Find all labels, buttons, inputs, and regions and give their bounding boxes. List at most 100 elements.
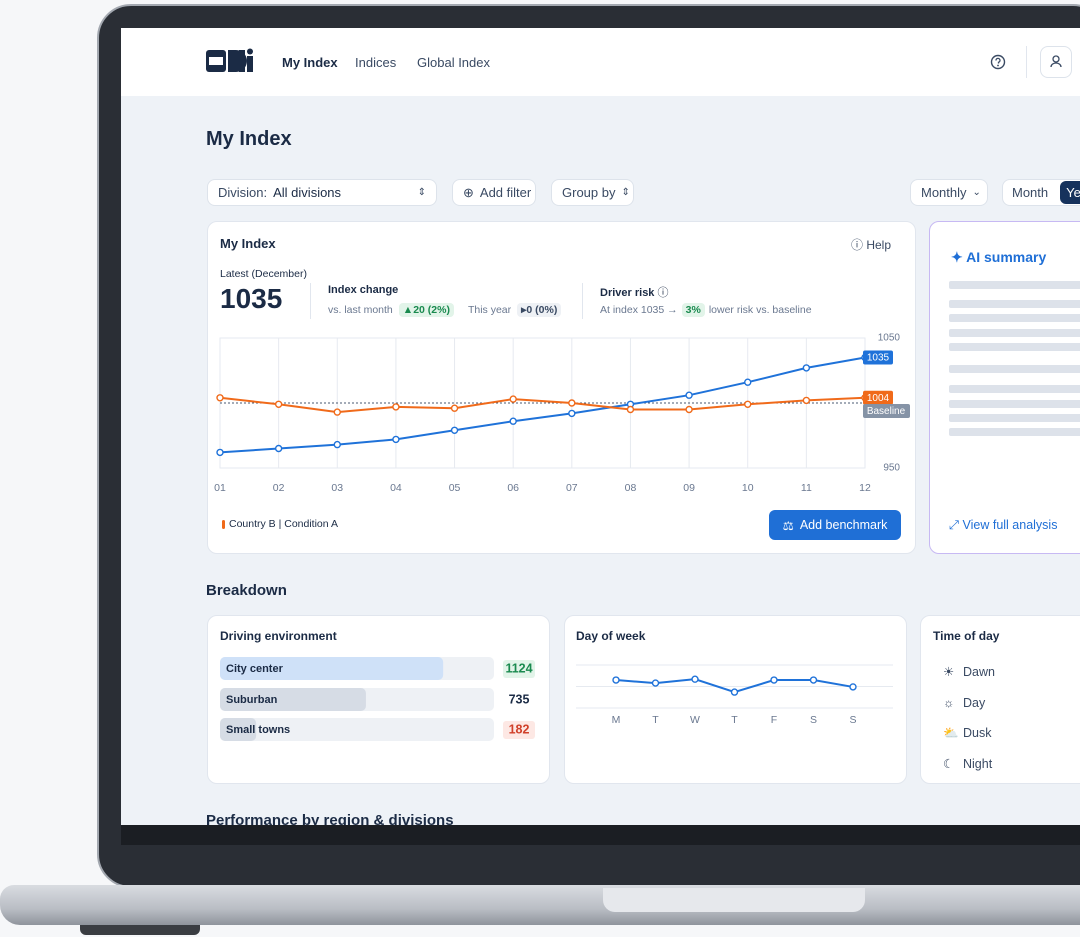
x-tick-label: 01 <box>214 482 226 494</box>
time-item: ☼ Day <box>943 688 995 719</box>
change-title: Index change <box>328 284 399 296</box>
change-row: vs. last month ▲20 (2%) This year ▸0 (0%… <box>328 303 562 317</box>
user-icon <box>1050 55 1062 68</box>
divider <box>310 283 311 319</box>
x-tick-label: 08 <box>625 482 637 494</box>
division-select[interactable]: Division: All divisions ⇕ <box>207 179 437 206</box>
data-point <box>333 440 341 449</box>
legend-label: Country B | Condition A <box>229 518 338 530</box>
time-card <box>920 615 1080 784</box>
laptop-foot <box>80 925 200 935</box>
data-point <box>612 676 620 684</box>
time-list: ☀ Dawn ☼ Day ⛅ Dusk ☾ Night <box>943 657 995 780</box>
card-title: Driving environment <box>220 629 337 643</box>
chevron: ⌄ <box>972 187 981 198</box>
bar-value: 182 <box>509 722 530 736</box>
time-item: ⛅ Dusk <box>943 718 995 749</box>
divider <box>582 283 583 319</box>
info-icon[interactable]: ⓘ <box>657 287 669 299</box>
series-line <box>219 396 866 414</box>
index-card <box>207 221 916 554</box>
bar-label: Small towns <box>226 724 290 736</box>
data-point <box>392 435 400 444</box>
add-filter-button[interactable]: ⊕ Add filter <box>452 179 536 206</box>
data-point <box>568 409 576 418</box>
skeleton-line <box>949 428 1080 436</box>
data-point <box>450 404 459 412</box>
end-label-box <box>863 390 893 405</box>
data-point <box>626 405 635 414</box>
bar <box>220 688 366 711</box>
dusk-icon: ⛅ <box>943 726 959 741</box>
label: Driver risk <box>600 287 655 299</box>
chevron: ⇕ <box>417 187 426 198</box>
skeleton-line <box>949 414 1080 422</box>
label: lower risk vs. baseline <box>708 304 812 316</box>
label: Add benchmark <box>799 518 888 532</box>
bar-label: City center <box>226 663 284 675</box>
data-point <box>333 408 341 416</box>
x-tick-label: 04 <box>390 482 402 494</box>
skeleton-line <box>949 365 1080 373</box>
data-point <box>685 405 693 414</box>
nav-link[interactable]: Global Index <box>417 55 490 70</box>
data-point <box>274 400 283 408</box>
add-benchmark-button[interactable]: ⚖ Add benchmark <box>769 510 901 540</box>
dawn-icon: ☀ <box>943 665 955 679</box>
baseline-label: Baseline <box>867 406 906 417</box>
x-tick-label: 10 <box>742 482 754 494</box>
toggle-option[interactable]: Year <box>1060 181 1080 204</box>
skeleton-line <box>949 314 1080 322</box>
label: AI summary <box>966 249 1047 265</box>
x-tick-label: S <box>810 714 817 726</box>
logo[interactable] <box>206 48 256 76</box>
data-point <box>685 391 693 399</box>
nav-link[interactable]: Indices <box>355 55 397 70</box>
label: vs. last month <box>328 304 393 316</box>
legend: Country B | Condition A <box>222 518 338 530</box>
night-icon: ☾ <box>943 757 955 772</box>
ai-title: ✦ AI summary <box>951 249 1046 266</box>
x-tick-label: S <box>849 714 856 726</box>
latest-label: Latest (December) <box>220 268 307 280</box>
x-tick-label: W <box>690 714 700 726</box>
label: Group by <box>562 185 616 200</box>
x-tick-label: 12 <box>859 482 871 494</box>
data-point <box>770 676 778 684</box>
change-badge: ▸0 (0%) <box>517 303 562 317</box>
label: Dusk <box>963 726 992 741</box>
view-analysis-link[interactable]: ⤢ View full analysis <box>949 518 1057 533</box>
x-tick-label: 06 <box>507 482 519 494</box>
bar-value: 1124 <box>505 661 532 675</box>
data-point <box>730 688 739 696</box>
laptop-base <box>0 885 1080 925</box>
data-point <box>651 679 660 687</box>
x-tick-label: 02 <box>273 482 285 494</box>
bar <box>220 657 444 680</box>
nav-link[interactable]: My Index <box>282 55 338 70</box>
divider <box>1026 46 1027 78</box>
bar-track <box>220 718 494 741</box>
time-item: ☾ Night <box>943 749 995 780</box>
day-icon: ☼ <box>943 695 955 710</box>
label: Day <box>963 695 986 710</box>
help-link[interactable]: ⓘ Help <box>851 238 892 252</box>
value-badge <box>503 721 535 739</box>
data-point <box>802 396 811 405</box>
user-button[interactable] <box>1040 46 1072 78</box>
plus-icon: ⊕ <box>463 184 474 200</box>
group-by-select[interactable]: Group by ⇕ <box>551 179 634 206</box>
interval-select[interactable]: Monthly ⌄ <box>910 179 988 206</box>
toggle-option[interactable]: Month <box>1012 185 1049 200</box>
expand-icon: ⤢ <box>949 518 960 532</box>
data-point <box>216 394 224 402</box>
legend-swatch <box>222 519 225 529</box>
label: Night <box>963 757 993 772</box>
label: At index 1035 → <box>600 304 678 316</box>
card-title: Day of week <box>576 629 646 643</box>
data-point <box>568 399 576 407</box>
day-card <box>564 615 907 784</box>
help-icon[interactable] <box>990 54 1006 70</box>
bar <box>220 718 257 741</box>
data-point <box>216 448 224 457</box>
